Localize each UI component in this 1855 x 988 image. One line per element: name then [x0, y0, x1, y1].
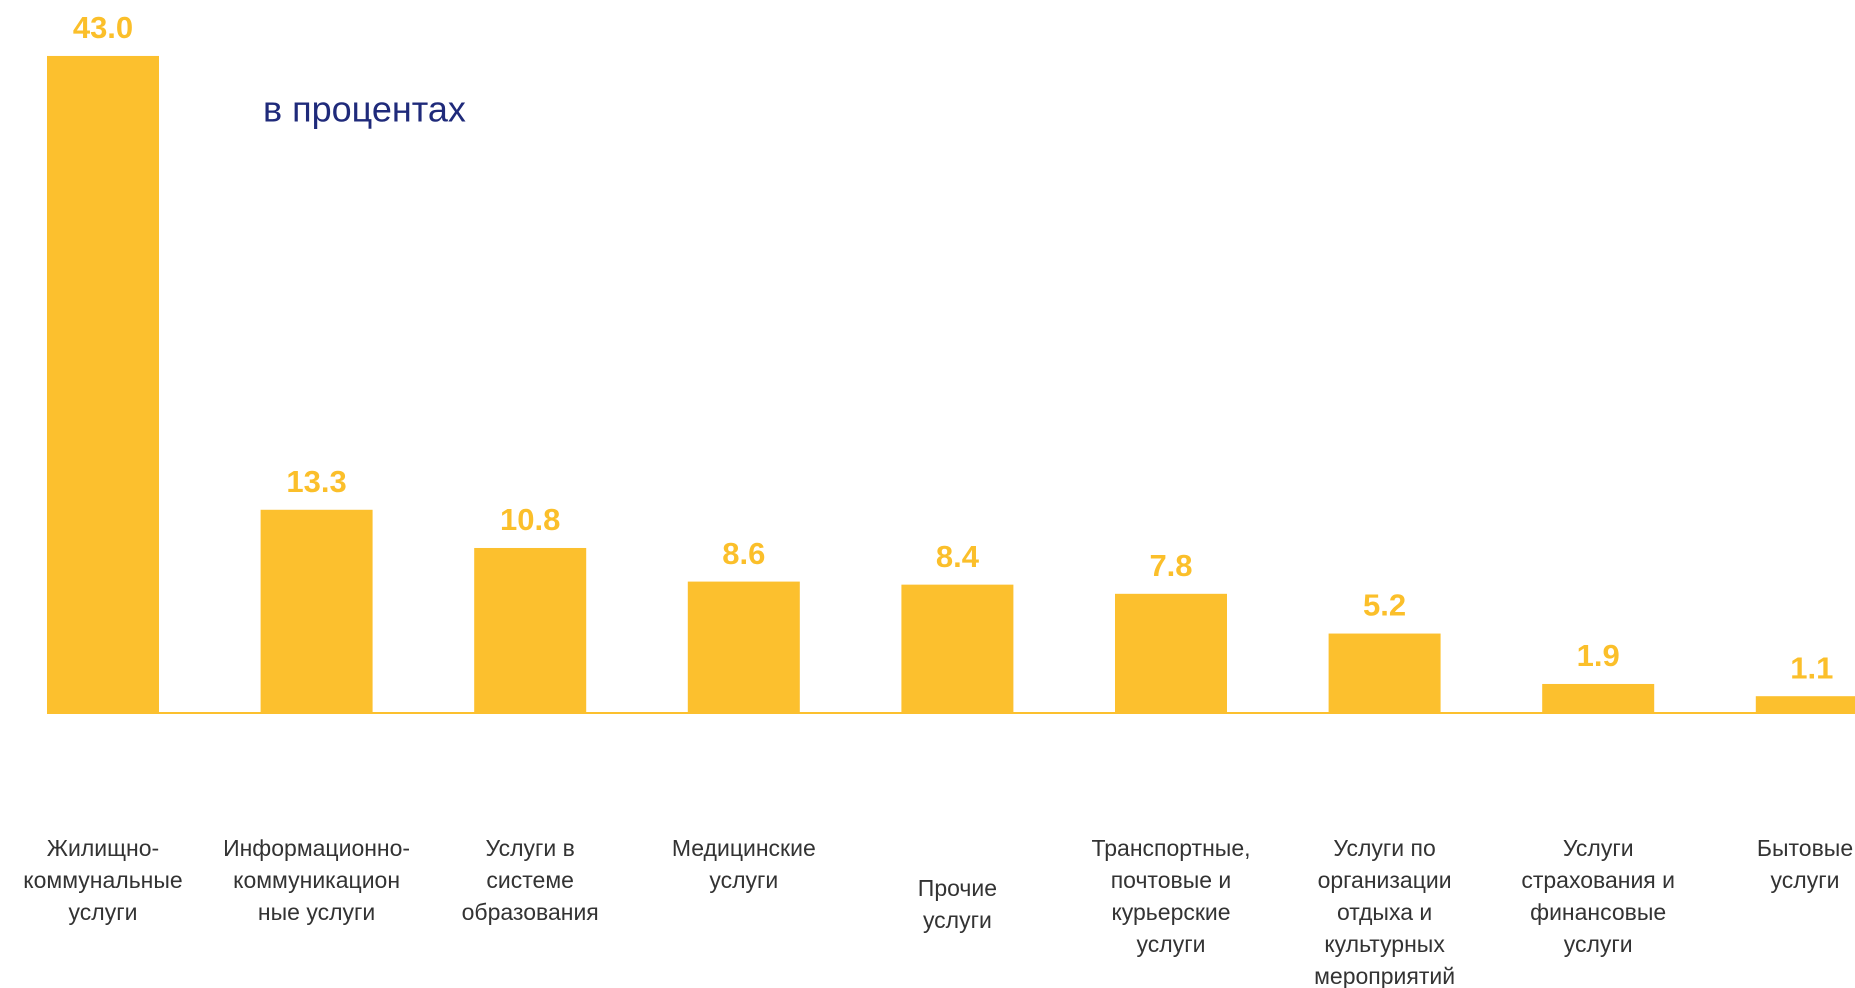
value-label: 7.8 — [1149, 548, 1192, 583]
value-label: 43.0 — [73, 10, 133, 45]
category-label: Услуги в — [486, 835, 575, 861]
category-label: почтовые и — [1111, 867, 1232, 893]
value-label: 8.6 — [722, 536, 765, 571]
category-label: Информационно- — [223, 835, 410, 861]
category-label: коммуникацион — [233, 867, 400, 893]
category-label: Медицинские — [672, 835, 816, 861]
bar — [1115, 593, 1227, 713]
category-label: Услуги — [1563, 835, 1634, 861]
category-label: мероприятий — [1314, 963, 1455, 988]
value-label: 5.2 — [1363, 588, 1406, 623]
bar — [901, 584, 1014, 713]
category-label: курьерские — [1111, 899, 1230, 925]
value-label: 10.8 — [500, 502, 560, 537]
category-label: системе — [486, 867, 574, 893]
value-label: 1.9 — [1577, 638, 1620, 673]
category-label: культурных — [1324, 931, 1445, 957]
bar — [47, 55, 159, 713]
category-label: Бытовые — [1757, 835, 1853, 861]
category-label: коммунальные — [23, 867, 182, 893]
value-label: 13.3 — [286, 464, 346, 499]
category-label: организации — [1318, 867, 1452, 893]
category-label: Услуги по — [1333, 835, 1435, 861]
category-label: услуги — [923, 907, 992, 933]
chart-subtitle: в процентах — [263, 89, 466, 130]
category-label: услуги — [1564, 931, 1633, 957]
category-label: страхования и — [1521, 867, 1675, 893]
category-label: ные услуги — [258, 899, 375, 925]
category-label: услуги — [709, 867, 778, 893]
value-label: 8.4 — [936, 539, 980, 574]
category-label: услуги — [1137, 931, 1206, 957]
category-label: образования — [462, 899, 599, 925]
category-label: Транспортные, — [1091, 835, 1250, 861]
bar — [1542, 683, 1655, 713]
value-label: 1.1 — [1790, 650, 1833, 685]
category-label: Прочие — [918, 875, 997, 901]
bar — [1755, 696, 1855, 713]
bar — [1328, 633, 1441, 713]
bar — [260, 509, 373, 713]
bar — [687, 581, 800, 713]
category-label: услуги — [1771, 867, 1840, 893]
category-label: отдыха и — [1337, 899, 1432, 925]
category-label: Жилищно- — [47, 835, 159, 861]
category-label: финансовые — [1530, 899, 1666, 925]
category-label: услуги — [69, 899, 138, 925]
bar — [474, 547, 587, 713]
